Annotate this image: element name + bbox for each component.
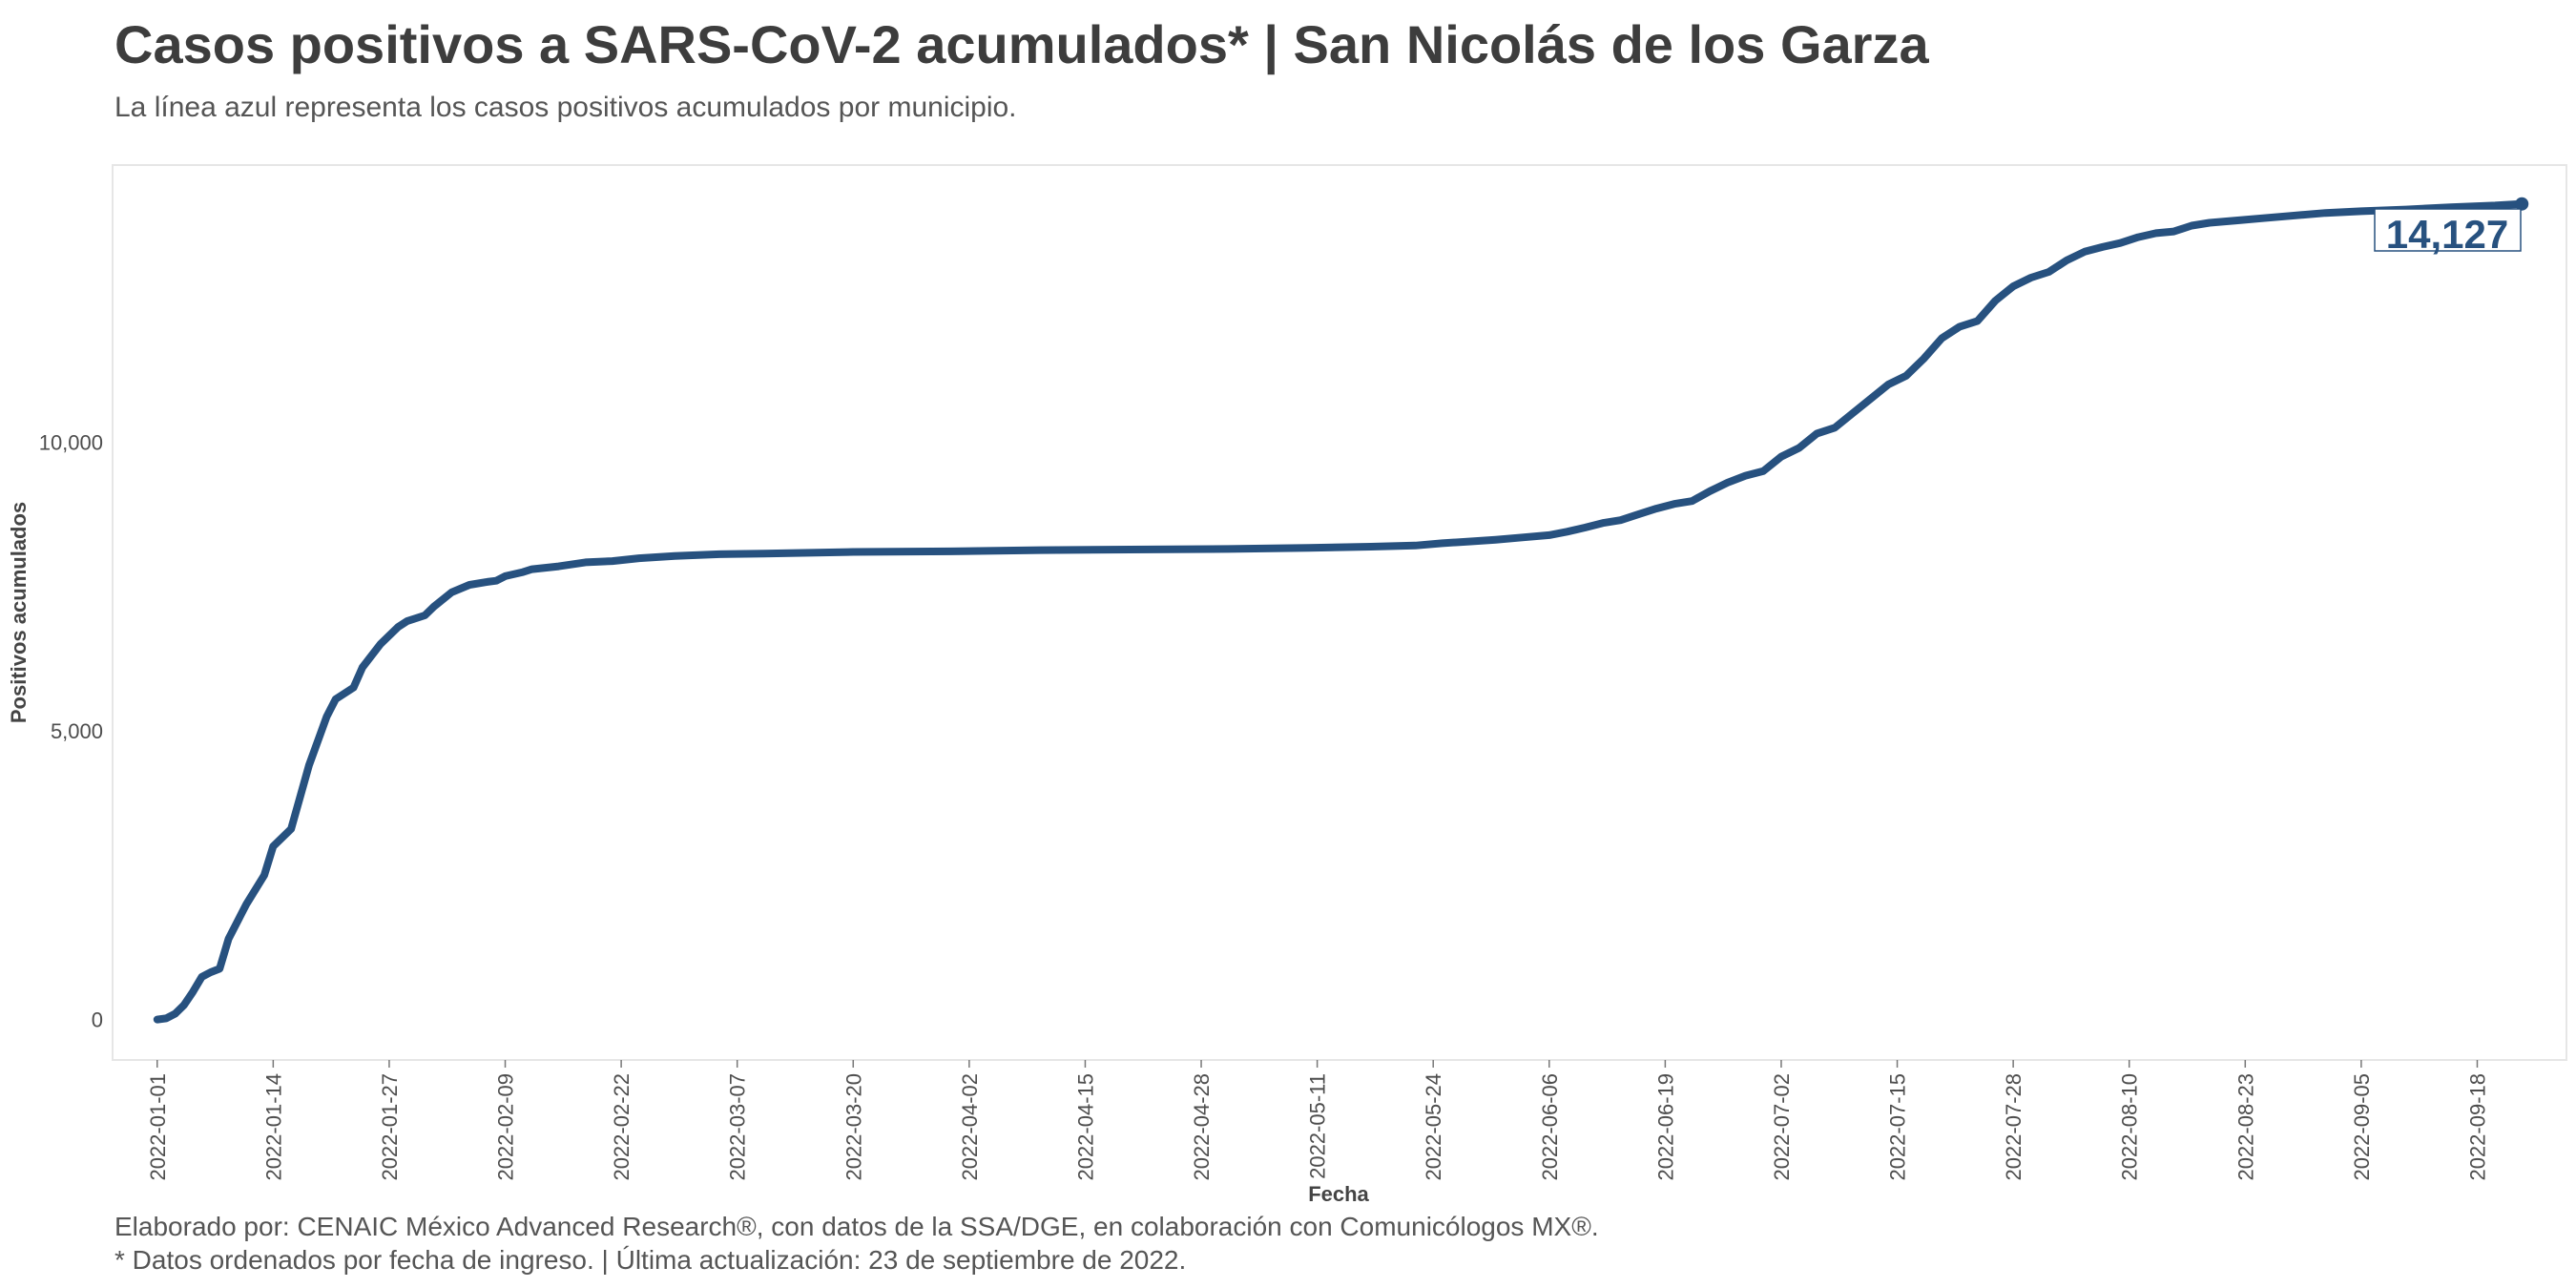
series-end-point — [2515, 197, 2529, 211]
x-tick-label: 2022-03-07 — [726, 1073, 750, 1181]
x-tick-label: 2022-07-15 — [1886, 1073, 1910, 1181]
y-axis-title: Positivos acumulados — [7, 502, 31, 723]
x-tick-label: 2022-03-20 — [841, 1073, 865, 1181]
x-tick-label: 2022-02-09 — [494, 1073, 518, 1181]
caption-source: Elaborado por: CENAIC México Advanced Re… — [114, 1212, 1599, 1241]
x-tick-label: 2022-06-19 — [1653, 1073, 1677, 1181]
x-tick-label: 2022-04-02 — [958, 1073, 982, 1181]
x-tick-label: 2022-09-05 — [2350, 1073, 2374, 1181]
x-tick-label: 2022-09-18 — [2465, 1073, 2489, 1181]
end-label-box — [2374, 208, 2522, 252]
x-tick-label: 2022-01-14 — [261, 1073, 285, 1181]
x-tick-label: 2022-06-06 — [1538, 1073, 1562, 1181]
x-tick-label: 2022-02-22 — [610, 1073, 634, 1181]
x-axis-title: Fecha — [1308, 1182, 1369, 1206]
y-tick-label: 10,000 — [39, 430, 103, 454]
x-tick-label: 2022-01-27 — [378, 1073, 402, 1181]
end-label-value: 14,127 — [2386, 212, 2508, 257]
x-tick-label: 2022-04-28 — [1190, 1073, 1214, 1181]
caption-note: * Datos ordenados por fecha de ingreso. … — [114, 1245, 1187, 1275]
y-axis: 0 5,000 10,000 — [39, 430, 103, 1031]
x-tick-label: 2022-07-28 — [2002, 1073, 2025, 1181]
chart-subtitle: La línea azul representa los casos posit… — [114, 92, 1017, 123]
end-label: 14,127 — [2374, 208, 2522, 257]
x-tick-label: 2022-07-02 — [1770, 1073, 1794, 1181]
x-axis: 2022-01-01 2022-01-14 2022-01-27 2022-02-09… — [146, 1060, 2489, 1181]
x-tick-label: 2022-04-15 — [1073, 1073, 1097, 1181]
y-tick-label: 5,000 — [51, 719, 103, 743]
x-tick-label: 2022-05-24 — [1422, 1073, 1445, 1181]
x-tick-label: 2022-01-01 — [146, 1073, 170, 1181]
y-tick-label: 0 — [92, 1008, 103, 1032]
x-tick-label: 2022-05-11 — [1306, 1073, 1330, 1179]
series-line — [153, 199, 2526, 1024]
x-tick-label: 2022-08-23 — [2233, 1073, 2257, 1181]
plot-panel — [112, 164, 2567, 1061]
x-tick-label: 2022-08-10 — [2118, 1073, 2142, 1181]
series-group — [153, 197, 2529, 1024]
chart-title: Casos positivos a SARS-CoV-2 acumulados*… — [114, 14, 1929, 74]
